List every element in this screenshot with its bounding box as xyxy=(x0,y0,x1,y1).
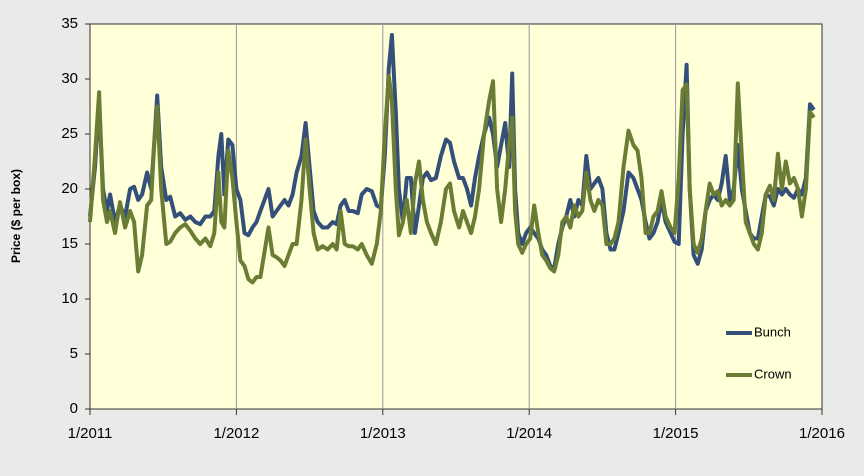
y-tick-label: 0 xyxy=(70,400,78,417)
y-tick-label: 30 xyxy=(61,70,78,87)
x-tick-label: 1/2013 xyxy=(360,425,406,442)
y-tick-label: 15 xyxy=(61,235,78,252)
x-tick-label: 1/2012 xyxy=(213,425,259,442)
y-tick-label: 10 xyxy=(61,290,78,307)
legend-label: Crown xyxy=(754,366,792,381)
x-tick-label: 1/2016 xyxy=(799,425,845,442)
series-line xyxy=(88,33,816,271)
x-tick-label: 1/2014 xyxy=(506,425,552,442)
x-tick-label: 1/2011 xyxy=(68,425,113,442)
series-line xyxy=(88,73,816,285)
y-tick-label: 35 xyxy=(61,15,78,32)
y-tick-label: 5 xyxy=(70,345,78,362)
x-tick-label: 1/2015 xyxy=(653,425,699,442)
y-tick-label: 25 xyxy=(61,125,78,142)
legend-label: Bunch xyxy=(754,324,791,339)
y-axis-label: Price ($ per box) xyxy=(9,169,23,263)
y-tick-label: 20 xyxy=(61,180,78,197)
